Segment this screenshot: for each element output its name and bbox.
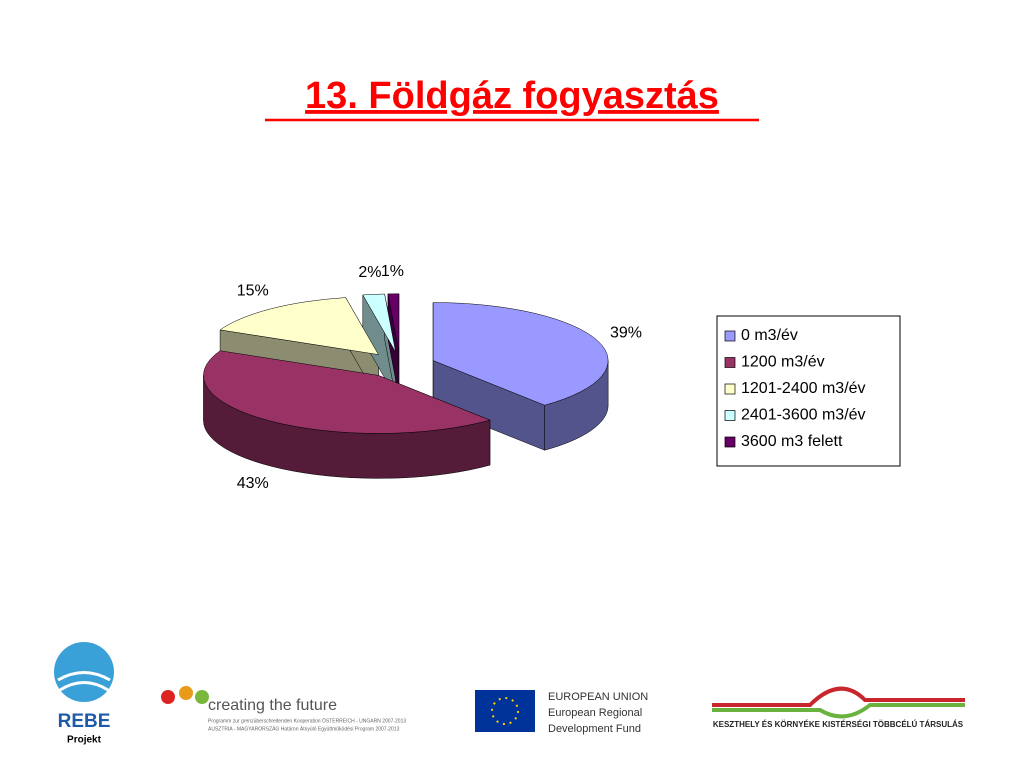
data-label: 43% — [237, 475, 269, 492]
kesz-line — [712, 703, 965, 719]
rebe-logo-wave — [57, 671, 111, 692]
data-label: 15% — [237, 283, 269, 300]
legend-label: 0 m3/év — [741, 327, 798, 344]
legend-label: 2401-3600 m3/év — [741, 407, 866, 424]
legend-label: 1200 m3/év — [741, 354, 825, 371]
legend-box — [716, 315, 901, 467]
legend-swatch — [724, 410, 736, 421]
ctf-figure — [195, 690, 209, 704]
legend-swatch — [724, 330, 736, 342]
data-label: 1% — [381, 263, 404, 280]
eu-flag — [475, 690, 535, 732]
projekt-text: Projekt — [67, 735, 102, 746]
pie-slice — [203, 350, 491, 434]
pie-slice — [387, 293, 400, 352]
eu-stars — [491, 697, 519, 725]
ctf-line: AUSZTRIA - MAGYARORSZÁG Határon Átnyúló … — [208, 725, 400, 732]
ctf-figure — [161, 690, 175, 704]
data-label: 2% — [358, 264, 381, 281]
pie-chart: 39% 43% 15% 2% 1% 0 m3/év 1200 m3/év 1201-2400 … — [203, 263, 866, 492]
eu-text: European Regional — [548, 707, 642, 719]
kesz-text: KESZTHELY ÉS KÖRNYÉKE KISTÉRSÉGI TÖBBCÉL… — [713, 720, 964, 729]
chart-title: 13. Földgáz fogyasztás — [305, 75, 719, 117]
pie-slice — [362, 293, 396, 353]
legend-label: 1201-2400 m3/év — [741, 380, 866, 397]
rebe-text: REBE — [58, 711, 111, 732]
pie-slice — [432, 302, 609, 406]
footer: REBE Projekt creating the future Program… — [54, 642, 965, 746]
legend-swatch — [724, 436, 736, 448]
kesz-line — [712, 686, 965, 707]
ctf-figure — [179, 686, 193, 700]
ctf-text: creating the future — [208, 697, 337, 714]
legend-label: 3600 m3 felett — [741, 433, 843, 450]
data-label: 39% — [610, 325, 642, 342]
legend-swatch — [724, 383, 736, 395]
eu-text: EUROPEAN UNION — [548, 691, 648, 703]
ctf-line: Programm zur grenzüberschreitenden Koope… — [208, 717, 406, 724]
legend-swatch — [724, 357, 736, 368]
slice-tops — [203, 293, 609, 434]
pie-slice — [219, 297, 379, 355]
eu-text: Development Fund — [548, 723, 641, 735]
